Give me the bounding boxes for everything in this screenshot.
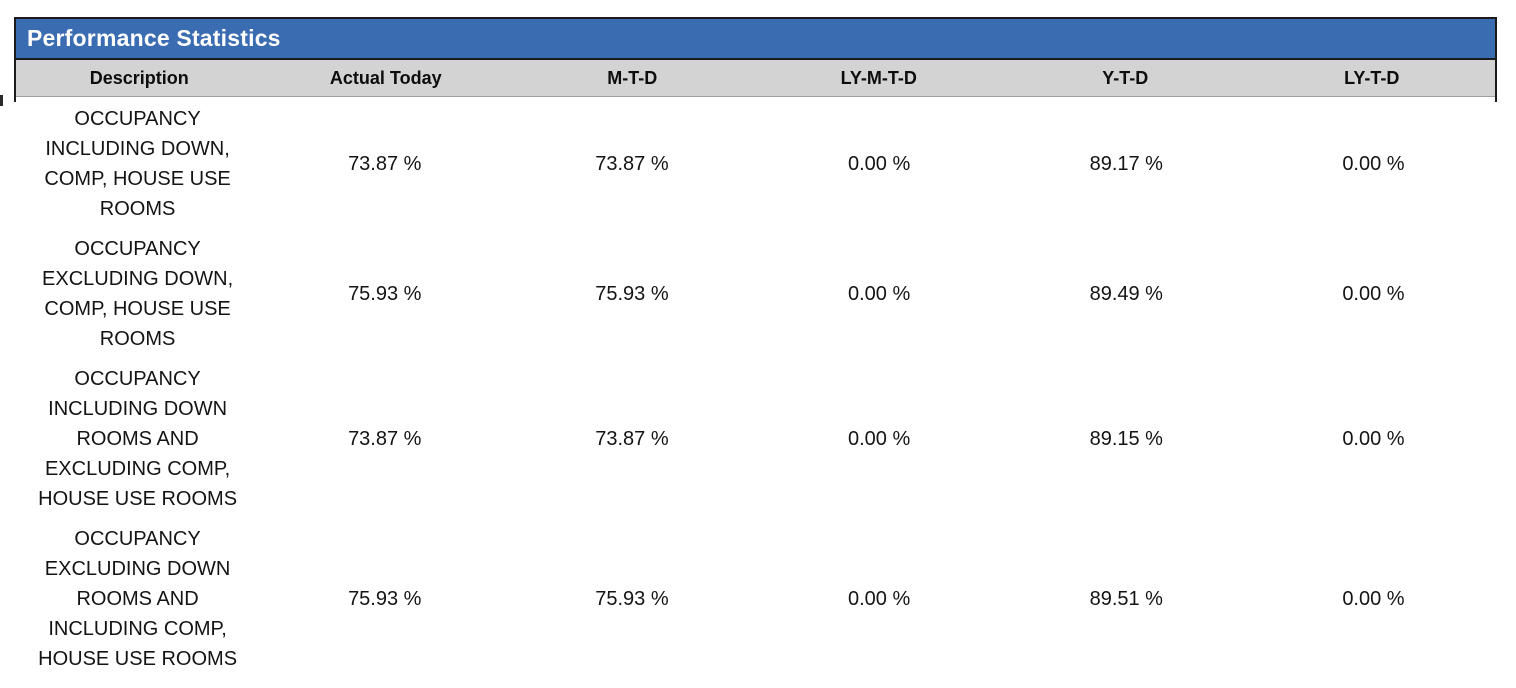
ly-mtd-cell: 0.00 %: [847, 588, 911, 610]
mtd-cell: 73.87 %: [595, 153, 669, 175]
column-header-ly-td: LY-T-D: [1344, 67, 1400, 88]
mtd-cell: 75.93 %: [595, 283, 669, 305]
ly-mtd-cell: 0.00 %: [847, 283, 911, 305]
actual-today-cell: 75.93 %: [348, 283, 422, 305]
column-header-actual-today: Actual Today: [329, 67, 442, 88]
table-row: OCCUPANCY EXCLUDING DOWN, COMP, HOUSE US…: [14, 229, 1497, 359]
table-row: OCCUPANCY INCLUDING DOWN ROOMS AND EXCLU…: [14, 359, 1497, 519]
mtd-cell: 73.87 %: [595, 428, 669, 450]
column-header-description: Description: [89, 67, 189, 88]
ytd-cell: 89.49 %: [1089, 283, 1163, 305]
description-cell: OCCUPANCY INCLUDING DOWN ROOMS AND EXCLU…: [38, 368, 238, 510]
ly-mtd-cell: 0.00 %: [847, 153, 911, 175]
description-cell: OCCUPANCY EXCLUDING DOWN ROOMS AND INCLU…: [38, 528, 238, 670]
right-border-stub: [1495, 95, 1497, 102]
ytd-cell: 89.17 %: [1089, 153, 1163, 175]
description-cell: OCCUPANCY INCLUDING DOWN, COMP, HOUSE US…: [44, 108, 231, 220]
column-header-ytd: Y-T-D: [1102, 67, 1149, 88]
page-edge-artifact: [0, 95, 3, 106]
ytd-cell: 89.15 %: [1089, 428, 1163, 450]
actual-today-cell: 73.87 %: [348, 153, 422, 175]
column-header-ly-mtd: LY-M-T-D: [840, 67, 917, 88]
description-cell: OCCUPANCY EXCLUDING DOWN, COMP, HOUSE US…: [42, 238, 234, 350]
ly-td-cell: 0.00 %: [1342, 283, 1405, 305]
left-border-stub: [14, 95, 16, 102]
actual-today-cell: 73.87 %: [348, 428, 422, 450]
ly-td-cell: 0.00 %: [1342, 588, 1405, 610]
ly-td-cell: 0.00 %: [1342, 153, 1405, 175]
mtd-cell: 75.93 %: [595, 588, 669, 610]
table-row: OCCUPANCY INCLUDING DOWN, COMP, HOUSE US…: [14, 99, 1497, 229]
performance-statistics-report: Performance Statistics Description Actua…: [14, 17, 1497, 679]
column-header-mtd: M-T-D: [607, 67, 658, 88]
table-body: OCCUPANCY INCLUDING DOWN, COMP, HOUSE US…: [14, 97, 1497, 679]
report-title: Performance Statistics: [27, 25, 281, 51]
table-header-row: Description Actual Today M-T-D LY-M-T-D …: [14, 58, 1497, 97]
actual-today-cell: 75.93 %: [348, 588, 422, 610]
ly-td-cell: 0.00 %: [1342, 428, 1405, 450]
table-row: OCCUPANCY EXCLUDING DOWN ROOMS AND INCLU…: [14, 519, 1497, 679]
report-title-bar: Performance Statistics: [14, 17, 1497, 58]
ly-mtd-cell: 0.00 %: [847, 428, 911, 450]
ytd-cell: 89.51 %: [1089, 588, 1163, 610]
